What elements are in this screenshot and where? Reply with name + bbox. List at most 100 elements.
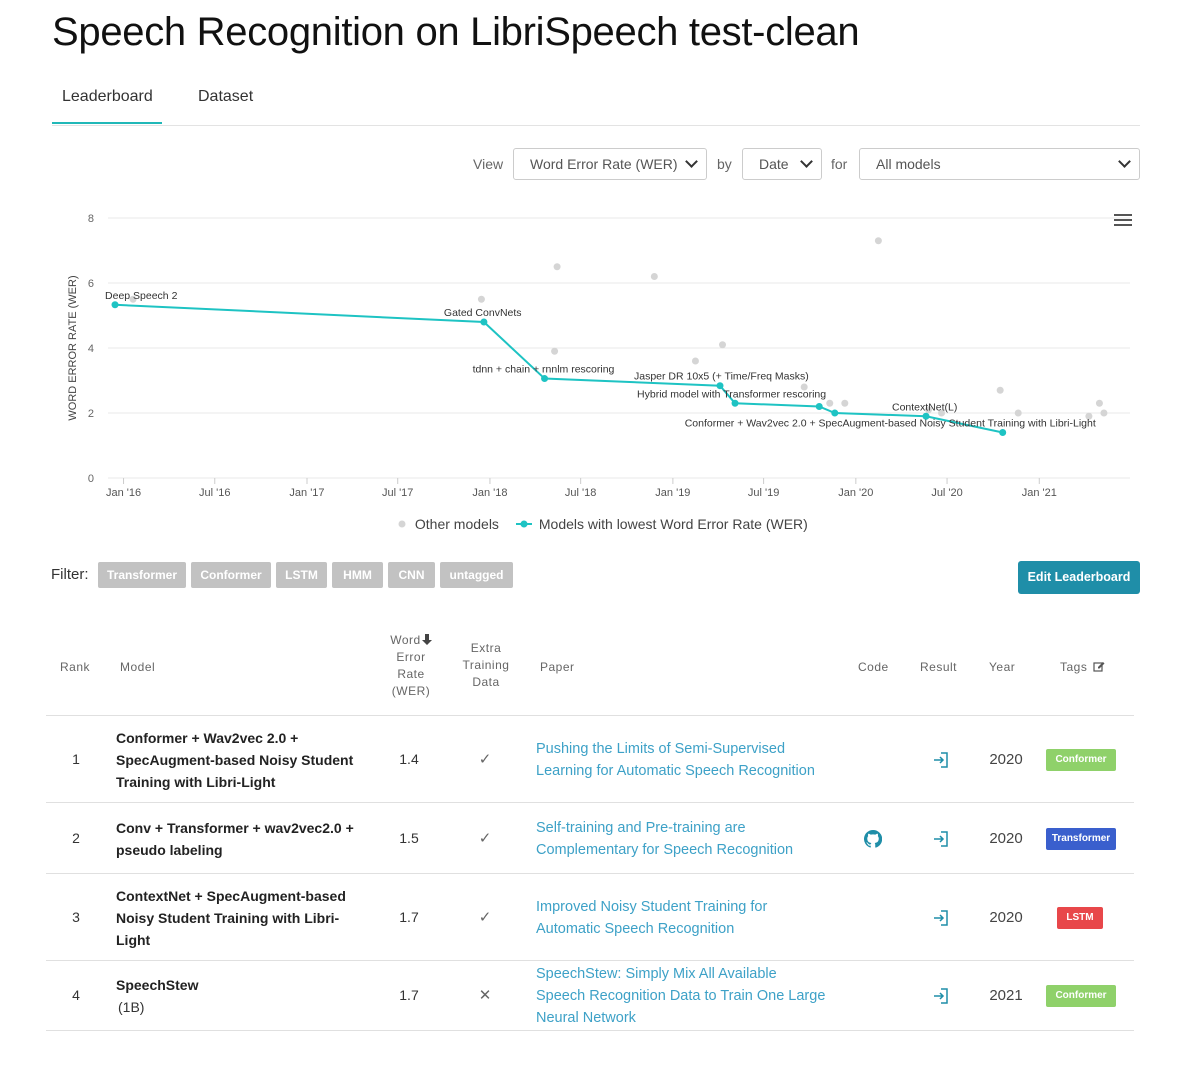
header-result[interactable]: Result xyxy=(920,660,958,674)
model-name-line: SpeechStew xyxy=(116,977,199,993)
header-rank[interactable]: Rank xyxy=(60,660,91,674)
point-label: Conformer + Wav2vec 2.0 + SpecAugment-ba… xyxy=(685,418,1096,430)
wer-value: 1.7 xyxy=(399,908,419,925)
model-filter-select[interactable]: All models xyxy=(859,148,1140,180)
y-tick-label: 0 xyxy=(88,473,94,485)
other-model-point xyxy=(650,273,658,280)
x-tick-label: Jul '17 xyxy=(382,487,413,499)
filter-chip-hmm[interactable]: HMM xyxy=(332,562,383,588)
table-header: Rank Model Word Error Rate (WER) Extra T… xyxy=(46,630,1134,716)
header-wer-abbr: (WER) xyxy=(391,684,431,698)
header-wer-word: Word xyxy=(390,633,421,647)
x-tick-label: Jan '17 xyxy=(289,487,324,499)
model-name-line: Conv + Transformer + wav2vec2.0 + xyxy=(116,819,354,836)
model-name-line: Conformer + Wav2vec 2.0 + xyxy=(116,729,299,746)
best-model-point xyxy=(815,403,823,410)
sort-down-arrow-icon xyxy=(421,634,432,645)
y-tick-label: 8 xyxy=(88,213,94,225)
point-label: tdnn + chain + rnnlm rescoring xyxy=(473,364,615,376)
legend-best[interactable]: Models with lowest Word Error Rate (WER) xyxy=(515,516,808,532)
header-tags[interactable]: Tags xyxy=(1060,659,1105,676)
tag-badge[interactable]: LSTM xyxy=(1057,906,1103,929)
other-model-point xyxy=(841,399,849,407)
axis-select-value: Date xyxy=(759,156,789,172)
tab-dataset[interactable]: Dataset xyxy=(198,88,254,105)
chart-controls: View Word Error Rate (WER) by Date for A… xyxy=(0,148,1200,180)
paper-link[interactable]: SpeechStew: Simply Mix All Available Spee… xyxy=(536,963,856,1025)
result-icon[interactable] xyxy=(932,909,950,927)
x-tick-label: Jul '20 xyxy=(931,487,962,499)
wer-value: 1.7 xyxy=(399,987,419,1003)
paper-link[interactable]: Improved Noisy Student Training for Autom… xyxy=(536,896,856,940)
paper-title-line: Complementary for Speech Recognition xyxy=(536,841,794,858)
check-icon: ✓ xyxy=(478,908,492,926)
filter-chip-conformer[interactable]: Conformer xyxy=(191,562,271,588)
table-row[interactable]: 4 SpeechStew (1B) 1.7 ✕ SpeechStew: Simply Mi… xyxy=(46,961,1134,1031)
filter-chip-transformer[interactable]: Transformer xyxy=(98,562,186,588)
point-label: Gated ConvNets xyxy=(444,307,522,319)
model-name-line: ContextNet + SpecAugment-based xyxy=(116,887,346,904)
model-name[interactable]: SpeechStew (1B) xyxy=(116,974,366,1018)
check-icon: ✓ xyxy=(478,750,492,768)
header-tags-label: Tags xyxy=(1060,660,1088,674)
github-icon[interactable] xyxy=(863,829,884,850)
chart-menu-icon[interactable] xyxy=(1114,214,1132,228)
best-model-point xyxy=(111,301,119,309)
paper-link[interactable]: Self-training and Pre-training are Comple… xyxy=(536,817,856,861)
filter-chip-untagged[interactable]: untagged xyxy=(440,562,513,588)
model-name[interactable]: ContextNet + SpecAugment-based Noisy Stud… xyxy=(116,885,366,951)
filter-chip-cnn[interactable]: CNN xyxy=(388,562,435,588)
table-row[interactable]: 2 Conv + Transformer + wav2vec2.0 + pseudo… xyxy=(46,803,1134,874)
header-year[interactable]: Year xyxy=(989,660,1016,674)
best-model-point xyxy=(922,412,930,420)
edit-leaderboard-button[interactable]: Edit Leaderboard xyxy=(1018,561,1140,594)
header-wer[interactable]: Word Error Rate (WER) xyxy=(386,632,436,700)
result-icon[interactable] xyxy=(932,987,950,1005)
rank-value: 2 xyxy=(72,829,80,846)
metric-select[interactable]: Word Error Rate (WER) xyxy=(513,148,707,180)
result-icon[interactable] xyxy=(932,830,950,848)
tab-leaderboard[interactable]: Leaderboard xyxy=(52,86,162,124)
x-tick-label: Jan '21 xyxy=(1022,487,1057,499)
other-model-point xyxy=(719,341,727,349)
wer-chart: 0 2 4 6 8 Jan '16 Jul '16 Jan '17 Jul '17 Jan '18… xyxy=(67,213,1130,499)
filter-chip-lstm[interactable]: LSTM xyxy=(276,562,327,588)
by-label: by xyxy=(717,156,732,172)
tag-badge[interactable]: Conformer xyxy=(1046,748,1116,771)
axis-select[interactable]: Date xyxy=(742,148,822,180)
header-paper[interactable]: Paper xyxy=(540,660,575,674)
header-model[interactable]: Model xyxy=(120,660,156,674)
tag-badge[interactable]: Transformer xyxy=(1046,827,1116,850)
year-value: 2020 xyxy=(989,908,1023,926)
rank-value: 1 xyxy=(72,750,80,767)
other-model-point xyxy=(874,237,882,245)
best-model-point xyxy=(999,429,1007,436)
other-model-point xyxy=(691,357,699,365)
cross-icon: ✕ xyxy=(478,987,492,1004)
chevron-down-icon xyxy=(685,155,698,168)
table-row[interactable]: 3 ContextNet + SpecAugment-based Noisy Stu… xyxy=(46,874,1134,961)
result-icon[interactable] xyxy=(932,751,950,769)
paper-title-line: SpeechStew: Simply Mix All Available xyxy=(536,966,777,982)
legend-other[interactable]: Other models xyxy=(397,516,499,532)
chart-legend: Other models Models with lowest Word Err… xyxy=(0,516,1200,536)
tag-badge[interactable]: Conformer xyxy=(1046,985,1116,1007)
model-name-line: pseudo labeling xyxy=(116,841,223,858)
chevron-down-icon xyxy=(1118,155,1131,168)
model-name-line: Light xyxy=(116,931,151,948)
paper-title-line: Speech Recognition Data to Train One Lar… xyxy=(536,988,826,1004)
for-label: for xyxy=(831,156,848,172)
chevron-down-icon xyxy=(800,155,813,168)
header-extra-data[interactable]: Extra Training Data xyxy=(456,640,516,691)
paper-title-line: Self-training and Pre-training are xyxy=(536,819,746,836)
paper-link[interactable]: Pushing the Limits of Semi-Supervised Lea… xyxy=(536,738,856,782)
model-name[interactable]: Conformer + Wav2vec 2.0 + SpecAugment-bas… xyxy=(116,727,366,793)
other-model-point xyxy=(553,263,561,271)
metric-select-value: Word Error Rate (WER) xyxy=(530,156,678,172)
y-tick-label: 2 xyxy=(88,408,94,420)
table-row[interactable]: 1 Conformer + Wav2vec 2.0 + SpecAugment-ba… xyxy=(46,716,1134,803)
header-code[interactable]: Code xyxy=(858,660,889,674)
edit-icon[interactable] xyxy=(1093,660,1105,672)
year-value: 2020 xyxy=(989,829,1023,847)
model-name[interactable]: Conv + Transformer + wav2vec2.0 + pseudo … xyxy=(116,817,366,861)
